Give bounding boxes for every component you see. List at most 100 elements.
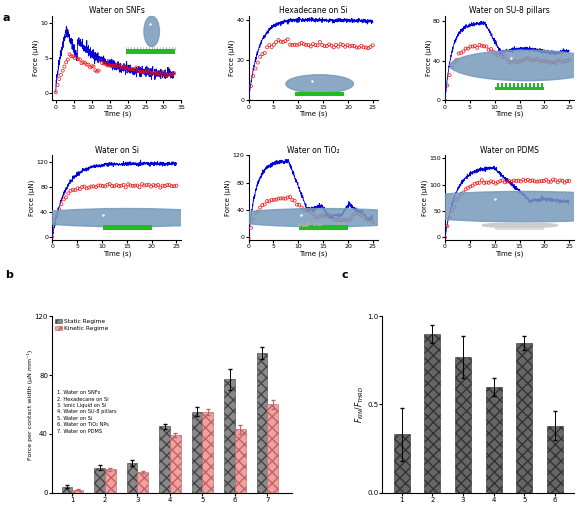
Point: [285, 193, 295, 201]
Point: [361, 215, 371, 223]
Point: [361, 43, 371, 52]
Point: [523, 54, 532, 62]
Point: [562, 177, 571, 185]
Point: [299, 205, 309, 214]
Point: [147, 69, 157, 78]
Point: [135, 67, 144, 75]
Point: [564, 177, 574, 185]
FancyBboxPatch shape: [497, 83, 499, 88]
Point: [110, 61, 119, 70]
Point: [324, 40, 334, 49]
Point: [549, 58, 558, 67]
Point: [302, 41, 311, 49]
Bar: [137, 472, 148, 493]
Point: [350, 210, 359, 218]
Point: [473, 43, 482, 52]
Point: [55, 205, 64, 213]
Bar: [224, 379, 235, 493]
Point: [160, 68, 169, 77]
Point: [347, 212, 357, 221]
Bar: [257, 353, 267, 493]
Point: [73, 184, 82, 192]
Point: [160, 182, 169, 190]
Point: [450, 58, 459, 67]
FancyBboxPatch shape: [537, 83, 539, 88]
Point: [459, 47, 468, 56]
Point: [507, 177, 516, 185]
Point: [61, 58, 71, 67]
Point: [454, 193, 463, 202]
Point: [553, 57, 563, 65]
Bar: [94, 467, 105, 493]
Point: [57, 200, 66, 209]
Point: [484, 179, 494, 187]
Point: [338, 216, 347, 224]
Ellipse shape: [19, 209, 236, 227]
Point: [477, 176, 487, 184]
Circle shape: [504, 224, 532, 227]
Point: [327, 41, 336, 50]
Point: [84, 183, 93, 192]
Point: [482, 178, 491, 187]
Point: [498, 53, 507, 61]
X-axis label: Time (s): Time (s): [103, 250, 131, 257]
Point: [466, 42, 475, 51]
Point: [477, 41, 487, 50]
Point: [456, 190, 466, 198]
Y-axis label: Force (μN): Force (μN): [229, 40, 235, 77]
Bar: [72, 489, 83, 493]
Point: [470, 42, 480, 50]
Point: [144, 180, 154, 189]
Point: [75, 55, 85, 63]
Point: [276, 194, 285, 203]
Point: [124, 180, 133, 189]
Point: [297, 39, 306, 47]
Point: [246, 82, 256, 90]
Point: [66, 187, 75, 195]
Point: [480, 179, 489, 187]
Point: [68, 52, 78, 61]
Point: [514, 58, 523, 66]
Point: [70, 53, 79, 62]
Point: [521, 177, 530, 185]
Point: [525, 177, 535, 185]
Point: [60, 62, 69, 71]
Text: 1. Water on SNFs
2. Hexadecane on Si
3. Ionic Liquid on Si
4. Water on SU-8 pill: 1. Water on SNFs 2. Hexadecane on Si 3. …: [57, 390, 117, 434]
Point: [445, 214, 454, 222]
Point: [93, 181, 103, 190]
Circle shape: [511, 224, 539, 227]
X-axis label: Time (s): Time (s): [103, 111, 131, 117]
Point: [440, 96, 450, 105]
Circle shape: [486, 224, 514, 227]
Bar: [105, 469, 115, 493]
Text: b: b: [5, 270, 13, 280]
Bar: [192, 412, 202, 493]
Bar: [267, 405, 278, 493]
Point: [528, 176, 537, 184]
Point: [468, 42, 477, 51]
Point: [468, 181, 477, 190]
Point: [165, 70, 174, 79]
FancyBboxPatch shape: [517, 83, 519, 88]
Point: [352, 43, 361, 52]
Bar: [455, 357, 471, 493]
Y-axis label: Force (μN): Force (μN): [425, 40, 432, 77]
Point: [519, 176, 528, 184]
Point: [546, 59, 556, 67]
Point: [493, 178, 502, 187]
Y-axis label: Force per contact width (μN mm⁻¹): Force per contact width (μN mm⁻¹): [27, 350, 33, 460]
Point: [278, 194, 288, 203]
Point: [264, 197, 274, 205]
Point: [81, 59, 90, 67]
Point: [121, 183, 130, 192]
Point: [155, 183, 165, 192]
Point: [80, 182, 89, 191]
Circle shape: [525, 224, 554, 227]
Point: [309, 210, 318, 218]
Point: [162, 181, 172, 189]
Point: [357, 211, 366, 219]
Point: [103, 61, 112, 70]
Y-axis label: Force (μN): Force (μN): [28, 180, 35, 216]
Point: [562, 57, 571, 65]
FancyBboxPatch shape: [495, 88, 545, 90]
